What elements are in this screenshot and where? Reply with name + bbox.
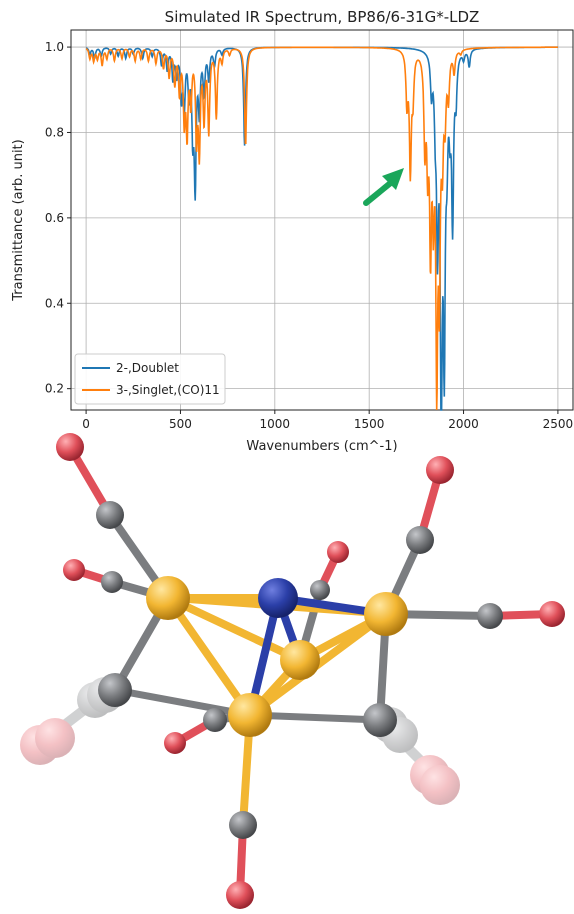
x-tick-label: 2500 xyxy=(543,417,574,431)
plot-frame xyxy=(70,29,574,411)
grid-lines xyxy=(71,30,573,410)
chart-title: Simulated IR Spectrum, BP86/6-31G*-LDZ xyxy=(165,8,480,26)
annotation-arrow xyxy=(363,168,404,206)
legend-box xyxy=(74,353,226,405)
legend-label-singlet: 3-,Singlet,(CO)11 xyxy=(116,383,220,397)
y-tick-label: 0.6 xyxy=(45,211,64,225)
y-axis-ticks: 0.2 0.4 0.6 0.8 1.0 xyxy=(45,40,71,396)
x-tick-label: 1000 xyxy=(260,417,291,431)
legend-label-doublet: 2-,Doublet xyxy=(116,361,179,375)
y-tick-label: 0.8 xyxy=(45,125,64,139)
series-layer xyxy=(85,46,558,411)
y-tick-label: 0.4 xyxy=(45,296,64,310)
x-tick-label: 2000 xyxy=(448,417,479,431)
x-axis-ticks: 0 500 1000 1500 2000 2500 xyxy=(82,410,573,431)
atoms xyxy=(56,433,565,909)
ir-spectrum-chart: Simulated IR Spectrum, BP86/6-31G*-LDZ 0… xyxy=(11,8,574,454)
series-line-singlet xyxy=(85,46,558,411)
x-tick-label: 1500 xyxy=(354,417,385,431)
molecule-illustration xyxy=(20,433,565,909)
x-tick-label: 500 xyxy=(169,417,192,431)
legend: 2-,Doublet 3-,Singlet,(CO)11 xyxy=(74,353,226,405)
x-tick-label: 0 xyxy=(82,417,90,431)
y-tick-label: 0.2 xyxy=(45,382,64,396)
y-tick-label: 1.0 xyxy=(45,40,64,54)
y-axis-label: Transmittance (arb. unit) xyxy=(11,139,26,301)
x-axis-label: Wavenumbers (cm^-1) xyxy=(246,439,397,454)
